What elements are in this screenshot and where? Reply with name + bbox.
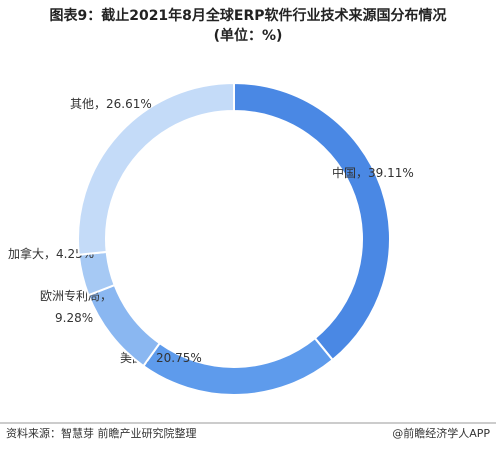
chart-title: 图表9：截止2021年8月全球ERP软件行业技术来源国分布情况: [49, 7, 446, 24]
data-label: 加拿大，4.25%: [8, 246, 94, 261]
credit: @前瞻经济学人APP: [392, 426, 490, 440]
chart-subtitle: (单位：%): [214, 27, 283, 44]
donut-segment: [142, 336, 335, 396]
data-label: 其他，26.61%: [70, 97, 152, 111]
donut-segment: [233, 81, 391, 362]
source: 资料来源：智慧芽 前瞻产业研究院整理: [6, 426, 197, 440]
data-label: 中国，39.11%: [332, 165, 414, 180]
donut-segment: [77, 81, 235, 256]
